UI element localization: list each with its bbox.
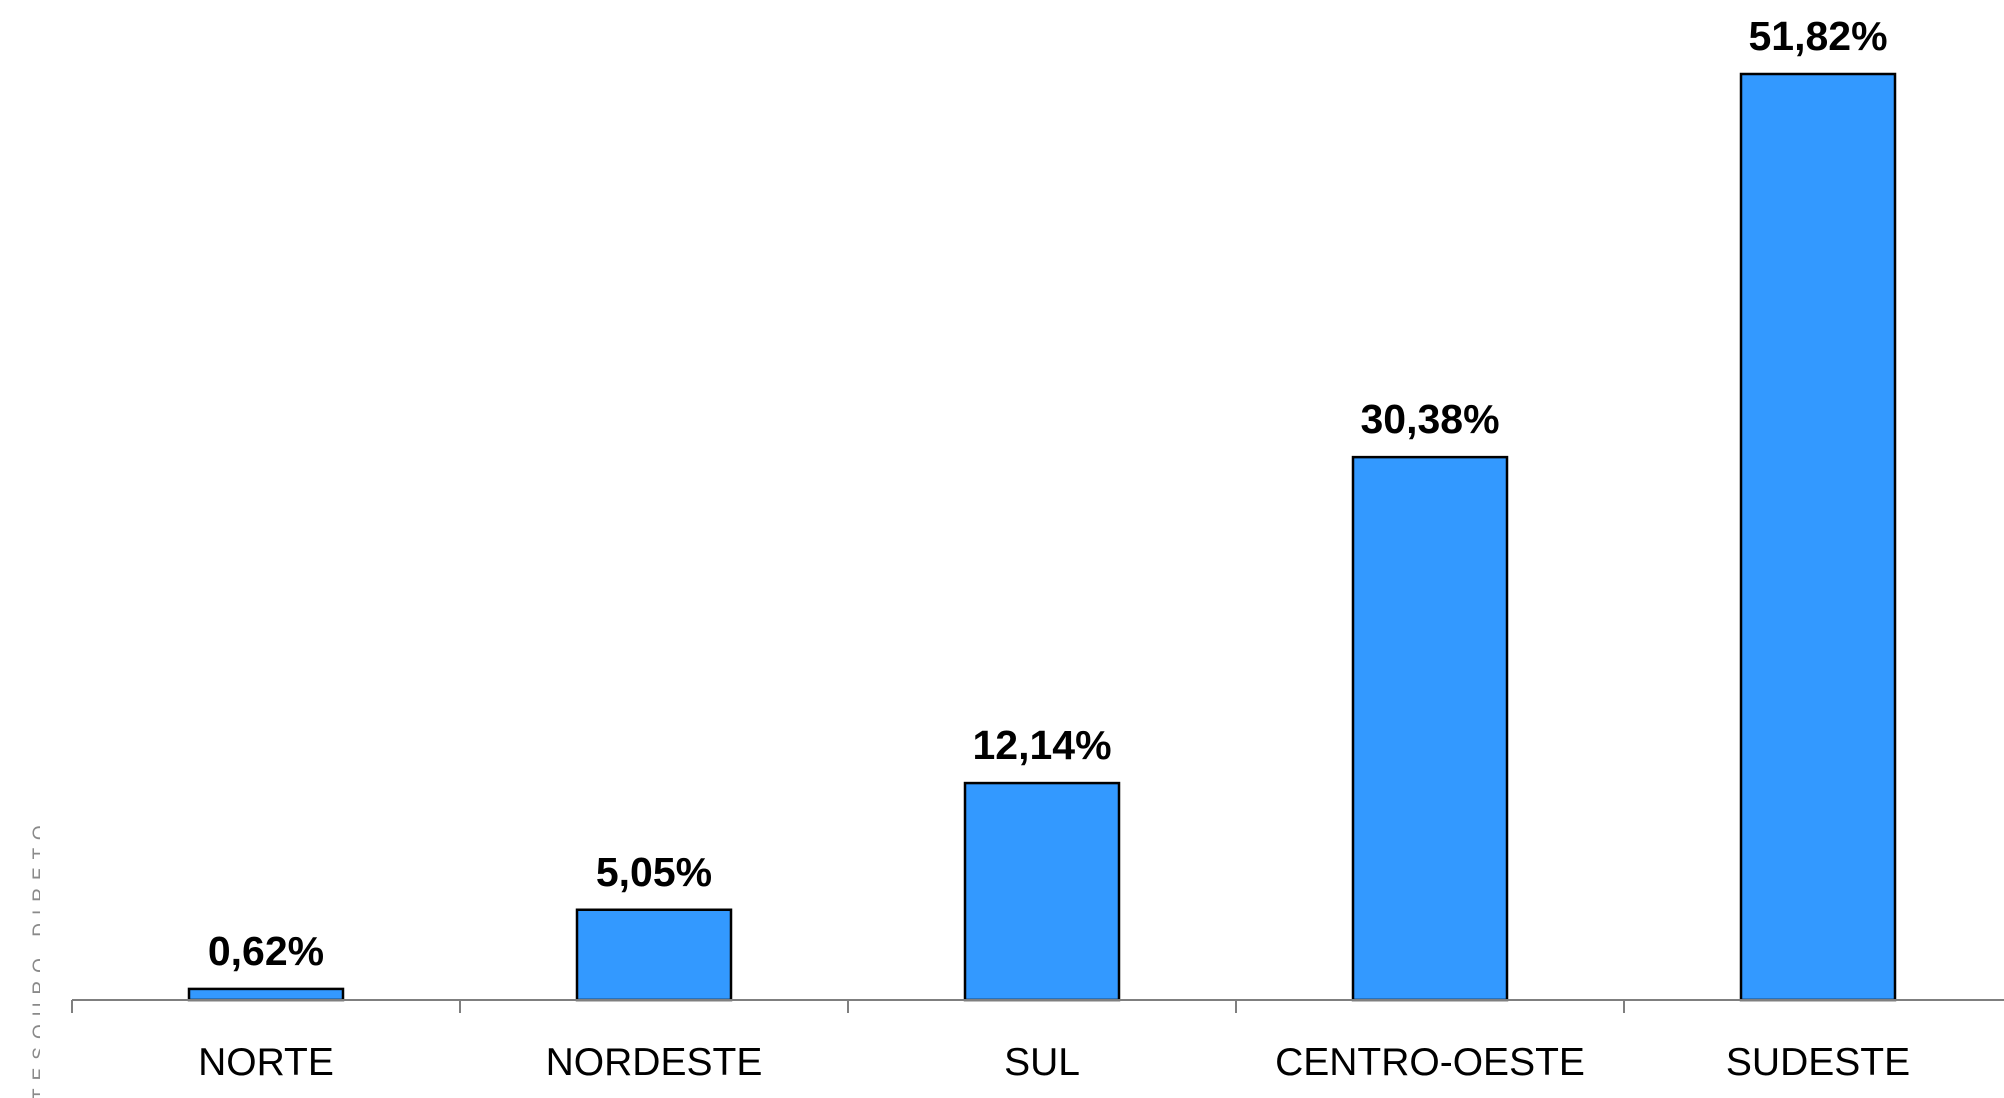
category-label-centro-oeste: CENTRO-OESTE (1275, 1041, 1585, 1084)
watermark-text: TESOURO DIRETO (30, 817, 40, 1098)
bar-sudeste (1739, 72, 1897, 1002)
value-label-centro-oeste: 30,38% (1360, 396, 1499, 442)
category-label-norte: NORTE (198, 1041, 334, 1084)
category-label-nordeste: NORDESTE (546, 1041, 763, 1084)
bars-layer (187, 72, 1897, 1002)
value-label-nordeste: 5,05% (596, 849, 712, 895)
category-label-sudeste: SUDESTE (1726, 1041, 1910, 1084)
value-labels-layer: 0,62% 5,05% 12,14% 30,38% 51,82% (208, 13, 1888, 974)
bar-centro-oeste (1351, 455, 1509, 1002)
bar-sul (963, 781, 1121, 1002)
category-label-sul: SUL (1004, 1041, 1080, 1084)
value-label-norte: 0,62% (208, 928, 324, 974)
x-axis-ticks (71, 1000, 1625, 1013)
value-label-sudeste: 51,82% (1748, 13, 1887, 59)
watermark: TESOURO DIRETO (6, 810, 40, 1098)
bar-nordeste (575, 908, 733, 1002)
value-label-sul: 12,14% (972, 722, 1111, 768)
bar-norte (187, 987, 345, 1002)
category-labels-layer: NORTE NORDESTE SUL CENTRO-OESTE SUDESTE (198, 1041, 1910, 1084)
